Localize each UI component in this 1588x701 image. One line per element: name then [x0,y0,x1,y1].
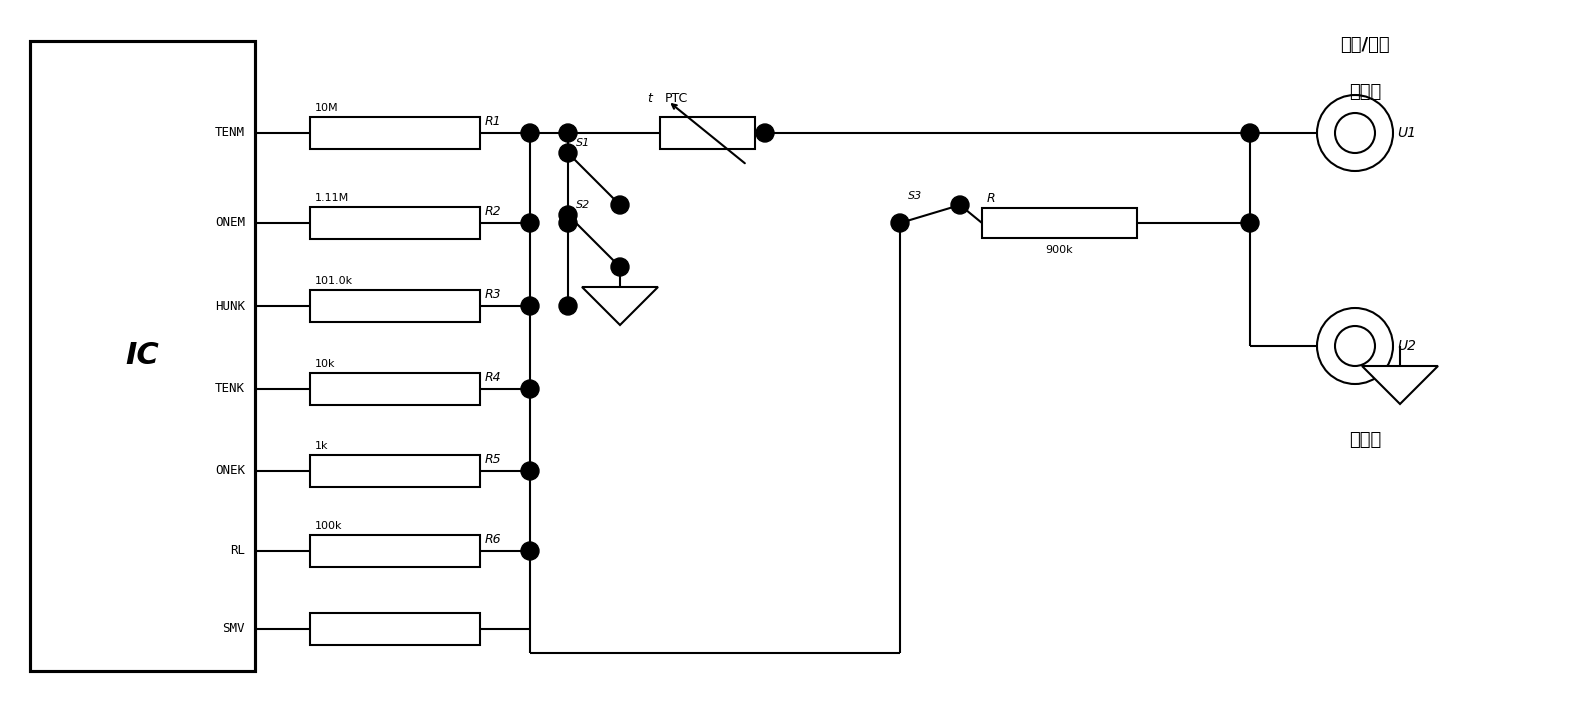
Circle shape [611,258,629,276]
Text: 900k: 900k [1045,245,1073,255]
Bar [30,41,256,671]
Text: R6: R6 [484,533,502,546]
Circle shape [521,542,538,560]
Text: t: t [648,92,653,105]
Bar [981,208,1137,238]
Text: R1: R1 [484,115,502,128]
Text: 接地端: 接地端 [1348,431,1382,449]
Text: ONEM: ONEM [214,217,245,229]
Text: 电压/电阵: 电压/电阵 [1340,36,1390,54]
Text: RL: RL [230,545,245,557]
Circle shape [521,124,538,142]
Circle shape [559,214,576,232]
Text: R4: R4 [484,371,502,384]
Text: R5: R5 [484,453,502,466]
Text: 10k: 10k [314,359,335,369]
Text: 10M: 10M [314,103,338,113]
Text: R2: R2 [484,205,502,218]
Circle shape [1336,113,1375,153]
Circle shape [521,297,538,315]
Text: 101.0k: 101.0k [314,276,353,286]
Text: S3: S3 [908,191,923,201]
Circle shape [951,196,969,214]
Text: 测量端: 测量端 [1348,83,1382,101]
Text: PTC: PTC [665,92,688,105]
Bar [310,613,480,645]
Circle shape [521,462,538,480]
Text: SMV: SMV [222,622,245,636]
Bar [310,207,480,239]
Bar [661,117,754,149]
Circle shape [756,124,773,142]
Text: TENK: TENK [214,383,245,395]
Text: IC: IC [125,341,159,371]
Text: 1.11M: 1.11M [314,193,349,203]
Circle shape [559,144,576,162]
Bar [310,455,480,487]
Text: 1k: 1k [314,441,329,451]
Polygon shape [1363,366,1439,404]
Circle shape [1240,214,1259,232]
Circle shape [521,214,538,232]
Circle shape [1316,95,1393,171]
Circle shape [559,124,576,142]
Bar [310,117,480,149]
Text: R3: R3 [484,288,502,301]
Text: TENM: TENM [214,126,245,139]
Text: HUNK: HUNK [214,299,245,313]
Circle shape [891,214,908,232]
Text: U2: U2 [1397,339,1416,353]
Polygon shape [581,287,657,325]
Circle shape [1336,326,1375,366]
Bar [310,373,480,405]
Text: ONEK: ONEK [214,465,245,477]
Bar [310,535,480,567]
Circle shape [559,206,576,224]
Circle shape [1316,308,1393,384]
Text: R: R [988,192,996,205]
Bar [310,290,480,322]
Circle shape [611,196,629,214]
Text: S1: S1 [576,138,591,148]
Circle shape [559,297,576,315]
Text: S2: S2 [576,200,591,210]
Text: 100k: 100k [314,521,343,531]
Text: U1: U1 [1397,126,1416,140]
Circle shape [1240,124,1259,142]
Circle shape [521,380,538,398]
